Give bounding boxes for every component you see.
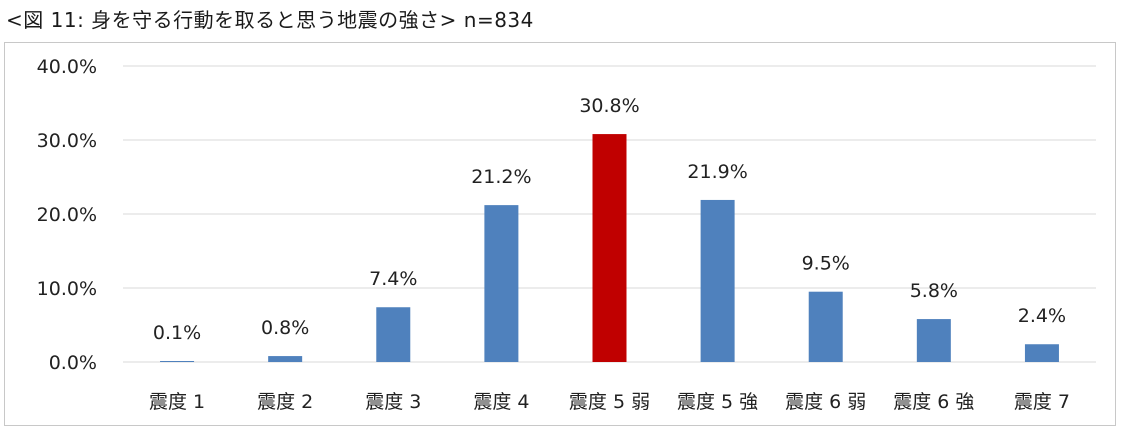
- bar: [484, 205, 519, 362]
- category-label: 震度 5 強: [677, 391, 758, 413]
- bar: [592, 134, 627, 362]
- category-label: 震度 2: [257, 391, 313, 413]
- data-label: 7.4%: [369, 268, 417, 290]
- bar: [700, 199, 735, 362]
- data-label: 0.1%: [153, 322, 201, 344]
- bar: [268, 356, 303, 362]
- chart-frame: [4, 42, 1116, 426]
- data-label: 21.2%: [471, 166, 531, 188]
- category-label: 震度 6 弱: [785, 391, 866, 413]
- category-label: 震度 3: [365, 391, 421, 413]
- y-tick-label: 0.0%: [49, 352, 97, 374]
- category-label: 震度 5 弱: [569, 391, 650, 413]
- figure-title: <図 11: 身を守る行動を取ると思う地震の強さ> n=834: [6, 8, 534, 32]
- category-label: 震度 4: [473, 391, 529, 413]
- y-axis-ticks: 0.0% 10.0% 20.0% 30.0% 40.0%: [37, 56, 97, 374]
- bar: [808, 291, 843, 362]
- y-tick-label: 30.0%: [37, 130, 97, 152]
- bar: [916, 319, 951, 362]
- category-label: 震度 1: [149, 391, 205, 413]
- bars: [160, 134, 1059, 362]
- bar: [160, 361, 195, 362]
- data-label: 5.8%: [910, 280, 958, 302]
- y-tick-label: 20.0%: [37, 204, 97, 226]
- bar: [1024, 344, 1059, 362]
- data-label: 30.8%: [579, 95, 639, 117]
- data-labels: 0.1% 0.8% 7.4% 21.2% 30.8% 21.9% 9.5% 5.8% 2.4%: [153, 95, 1066, 344]
- y-tick-label: 40.0%: [37, 56, 97, 78]
- data-label: 9.5%: [802, 253, 850, 275]
- data-label: 21.9%: [687, 161, 747, 183]
- category-label: 震度 7: [1014, 391, 1070, 413]
- category-label: 震度 6 強: [893, 391, 974, 413]
- data-label: 0.8%: [261, 317, 309, 339]
- y-tick-label: 10.0%: [37, 278, 97, 300]
- category-labels: 震度 1 震度 2 震度 3 震度 4 震度 5 弱 震度 5 強 震度 6 弱 震度 6 強…: [149, 391, 1070, 413]
- bar: [376, 307, 411, 362]
- data-label: 2.4%: [1018, 305, 1066, 327]
